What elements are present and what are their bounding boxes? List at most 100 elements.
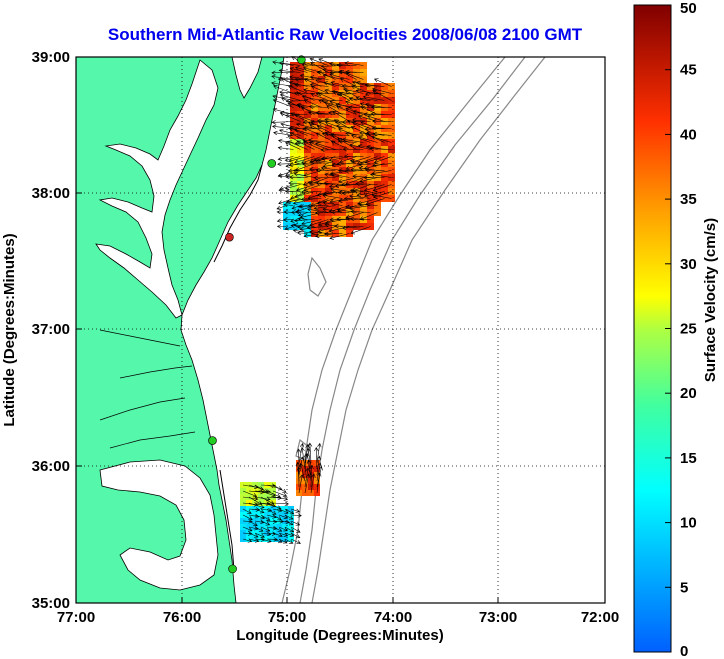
velocity-vector	[371, 135, 392, 143]
velocity-vector	[324, 219, 343, 225]
velocity-vector	[289, 127, 308, 136]
velocity-vector	[294, 156, 315, 164]
velocity-vector	[322, 193, 343, 199]
velocity-vector	[348, 205, 371, 211]
velocity-vector	[320, 156, 343, 161]
radar-station-marker	[297, 55, 306, 65]
velocity-vector	[242, 490, 258, 498]
velocity-vector	[369, 146, 392, 151]
velocity-vector	[297, 216, 308, 221]
velocity-vector	[324, 121, 343, 129]
velocity-vector	[372, 131, 392, 137]
colorbar-tick-label: 50	[680, 0, 697, 17]
velocity-vector	[339, 77, 357, 87]
velocity-vector	[266, 502, 282, 510]
velocity-vector	[278, 68, 301, 73]
velocity-vector	[330, 140, 350, 150]
velocity-vector	[280, 122, 301, 129]
velocity-vector	[372, 90, 392, 101]
velocity-vector	[304, 467, 310, 488]
velocity-vector	[348, 96, 371, 102]
velocity-vector	[349, 194, 371, 199]
velocity-vector	[357, 202, 378, 207]
velocity-vector	[289, 132, 308, 143]
velocity-vector	[320, 64, 343, 69]
velocity-vector	[260, 538, 272, 543]
velocity-vector	[367, 114, 385, 122]
velocity-vector	[373, 156, 392, 164]
y-tick-label: 38:00	[32, 185, 70, 202]
velocity-vector	[336, 62, 357, 68]
velocity-vector	[254, 508, 265, 514]
velocity-vector	[300, 447, 306, 470]
velocity-vector	[248, 502, 265, 509]
velocity-vector	[277, 145, 294, 151]
velocity-vector	[300, 197, 322, 202]
velocity-vector	[289, 174, 308, 180]
velocity-vector	[336, 161, 357, 167]
velocity-vector	[360, 121, 378, 129]
velocity-vector	[248, 538, 260, 543]
velocity-vector	[278, 538, 288, 544]
velocity-vector	[271, 70, 294, 75]
velocity-vector	[301, 219, 322, 226]
velocity-vector	[302, 141, 322, 150]
velocity-vector	[260, 526, 271, 532]
velocity-vector	[332, 110, 350, 122]
velocity-vector	[288, 156, 308, 163]
velocity-vector	[335, 124, 357, 129]
velocity-vector	[369, 172, 392, 178]
velocity-vector	[350, 209, 371, 214]
velocity-vector	[328, 110, 350, 116]
velocity-vector	[304, 473, 311, 494]
velocity-vector	[284, 508, 295, 515]
velocity-vector	[341, 190, 364, 196]
velocity-vector	[306, 447, 312, 470]
colorbar-tick-label: 45	[680, 62, 697, 79]
velocity-vector	[285, 99, 308, 104]
x-tick-label: 74:00	[374, 609, 412, 626]
velocity-vector	[316, 191, 336, 197]
velocity-vector	[278, 508, 289, 514]
velocity-vector	[364, 82, 385, 88]
colorbar-tick-label: 30	[680, 256, 697, 273]
velocity-vector	[295, 122, 315, 129]
colorbar-tick-label: 5	[680, 579, 688, 596]
chart-title: Southern Mid-Atlantic Raw Velocities 200…	[108, 25, 583, 44]
radar-station-marker	[228, 564, 237, 574]
velocity-vector	[307, 180, 329, 185]
velocity-vector	[297, 224, 308, 230]
colorbar-tick-label: 0	[680, 643, 688, 659]
velocity-vector	[272, 496, 289, 501]
velocity-vector	[272, 98, 294, 108]
velocity-vector	[315, 132, 336, 143]
velocity-vector	[284, 526, 295, 533]
y-axis-label: Latitude (Degrees:Minutes)	[1, 233, 18, 426]
velocity-vector	[315, 110, 336, 116]
velocity-vector	[343, 196, 364, 201]
velocity-vector	[307, 442, 313, 464]
velocity-vector	[293, 172, 315, 178]
velocity-vector	[308, 104, 329, 109]
velocity-vector	[272, 526, 283, 532]
velocity-vector	[300, 189, 322, 195]
velocity-vector	[266, 519, 278, 524]
velocity-vector	[324, 117, 343, 122]
velocity-vector	[370, 111, 392, 117]
velocity-vector	[307, 110, 329, 116]
velocity-vector	[313, 205, 336, 211]
velocity-vector	[317, 226, 336, 233]
colorbar-tick-label: 20	[680, 385, 697, 402]
velocity-vector	[298, 442, 305, 464]
velocity-vector	[343, 154, 364, 159]
x-axis-label: Longitude (Degrees:Minutes)	[236, 627, 444, 644]
colorbar-tick-label: 15	[680, 450, 697, 467]
velocity-vector	[279, 93, 301, 101]
velocity-vector	[271, 74, 294, 80]
velocity-vector	[272, 490, 288, 498]
velocity-vector	[358, 135, 378, 143]
velocity-vector	[341, 182, 364, 187]
velocity-vector	[335, 102, 357, 108]
